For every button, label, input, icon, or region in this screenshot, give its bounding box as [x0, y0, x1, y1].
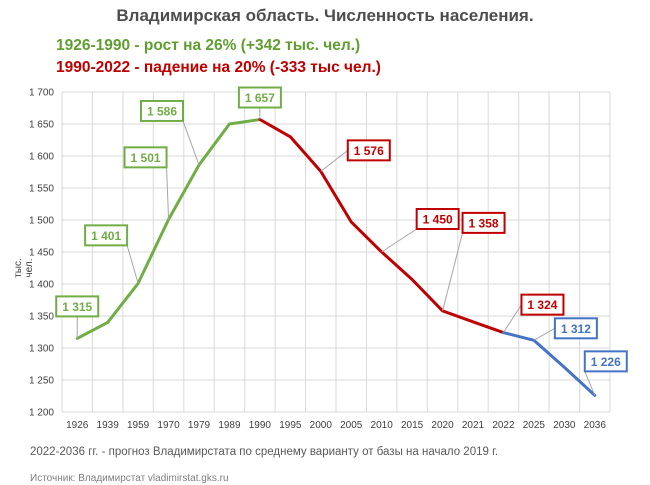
x-tick-label: 1926 [66, 420, 89, 431]
x-tick-label: 2025 [523, 420, 546, 431]
y-tick-label: 1 500 [29, 216, 54, 227]
data-label-leader [584, 371, 596, 396]
x-tick-label: 1959 [127, 420, 150, 431]
data-label-box [553, 317, 598, 340]
y-tick-label: 1 550 [29, 184, 54, 195]
data-label: 1 315 [62, 300, 92, 314]
subtitle-growth: 1926-1990 - рост на 26% (+342 тыс. чел.) [56, 37, 361, 54]
data-label-leader [320, 149, 349, 172]
data-label-leader [381, 228, 417, 253]
x-tick-label: 2020 [431, 420, 454, 431]
x-tick-label: 1970 [157, 420, 180, 431]
data-label-box [84, 224, 129, 247]
y-tick-label: 1 450 [29, 248, 54, 259]
y-tick-label: 1 600 [29, 152, 54, 163]
x-tick-label: 2030 [553, 420, 576, 431]
data-label-leader [442, 232, 464, 312]
y-tick-label: 1 400 [29, 280, 54, 291]
data-label: 1 324 [527, 298, 557, 312]
data-label-leader [533, 327, 556, 341]
data-label-leader [503, 304, 522, 333]
y-tick-label: 1 200 [29, 408, 54, 419]
x-tick-label: 2036 [584, 420, 607, 431]
series-line [501, 331, 597, 397]
data-label-leader [182, 120, 200, 166]
x-tick-label: 2022 [492, 420, 515, 431]
data-label-leader [166, 167, 170, 220]
data-label: 1 358 [469, 216, 499, 230]
data-label: 1 501 [131, 151, 161, 165]
forecast-footnote: 2022-2036 гг. - прогноз Владимирстата по… [30, 446, 499, 458]
data-label-box [346, 139, 391, 162]
y-tick-label: 1 650 [29, 120, 54, 131]
x-tick-label: 1989 [218, 420, 241, 431]
x-tick-label: 1939 [97, 420, 120, 431]
x-tick-label: 1990 [249, 420, 272, 431]
data-label: 1 226 [591, 355, 621, 369]
data-label-box [583, 350, 628, 373]
x-tick-label: 1979 [188, 420, 211, 431]
series-line [75, 118, 262, 340]
data-label-box [415, 208, 460, 230]
data-label: 1 657 [245, 91, 275, 105]
y-tick-label: 1 350 [29, 312, 54, 323]
data-label: 1 401 [91, 229, 121, 243]
x-tick-label: 2000 [310, 420, 333, 431]
data-label-box [237, 86, 282, 109]
data-label-box [123, 146, 168, 169]
data-label: 1 312 [561, 322, 591, 336]
source-note: Источник: Владимирстат vladimirstat.gks.… [30, 473, 229, 484]
data-label-box [461, 211, 506, 234]
data-label: 1 586 [147, 104, 177, 118]
y-tick-label: 1 300 [29, 344, 54, 355]
data-label-box [140, 99, 184, 122]
data-label-box [520, 293, 565, 316]
data-label: 1 450 [423, 213, 453, 227]
data-label: 1 576 [354, 144, 384, 158]
chart-title: Владимирская область. Численность населе… [116, 6, 534, 25]
x-tick-label: 2005 [340, 420, 363, 431]
x-tick-label: 1995 [279, 420, 302, 431]
x-tick-label: 2021 [462, 420, 485, 431]
x-tick-label: 2010 [371, 420, 394, 431]
subtitle-decline: 1990-2022 - падение на 20% (-333 тыс чел… [56, 59, 381, 76]
data-label-box [55, 295, 100, 318]
y-tick-label: 1 700 [29, 88, 54, 99]
y-tick-label: 1 250 [29, 376, 54, 387]
data-label-leader [126, 245, 139, 284]
x-tick-label: 2015 [401, 420, 424, 431]
y-axis-label: тыс. чел. [13, 258, 35, 278]
